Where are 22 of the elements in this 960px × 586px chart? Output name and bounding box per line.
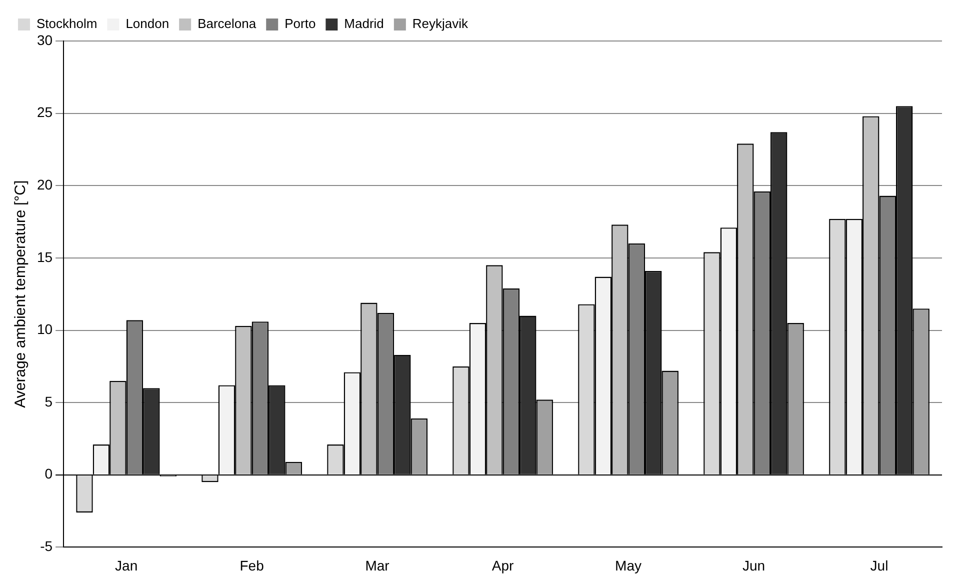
x-tick-label: Jan <box>115 557 138 574</box>
x-tick-label: Feb <box>240 557 264 574</box>
legend-label: Barcelona <box>198 16 257 32</box>
y-tick-label: 30 <box>36 32 53 48</box>
x-tick-label: Jun <box>742 557 766 574</box>
legend-label: London <box>126 16 170 32</box>
legend-label: Stockholm <box>36 16 98 32</box>
legend-label: Madrid <box>344 16 384 32</box>
y-tick-label: -5 <box>40 538 53 554</box>
y-tick-label: 5 <box>44 393 53 410</box>
y-tick-label: 25 <box>36 104 53 120</box>
y-tick-label: 0 <box>44 466 53 482</box>
legend-label: Reykjavik <box>412 16 469 32</box>
x-tick-label: Mar <box>365 557 390 574</box>
x-tick-label: Apr <box>492 557 514 574</box>
x-tick-label: Jul <box>870 557 888 574</box>
legend-label: Porto <box>284 16 316 32</box>
y-tick-label: 10 <box>36 321 53 338</box>
y-tick-label: 15 <box>36 248 53 265</box>
y-axis-title: Average ambient temperature [°C] <box>12 180 30 408</box>
x-tick-label: May <box>615 557 642 574</box>
y-tick-label: 20 <box>36 176 53 192</box>
